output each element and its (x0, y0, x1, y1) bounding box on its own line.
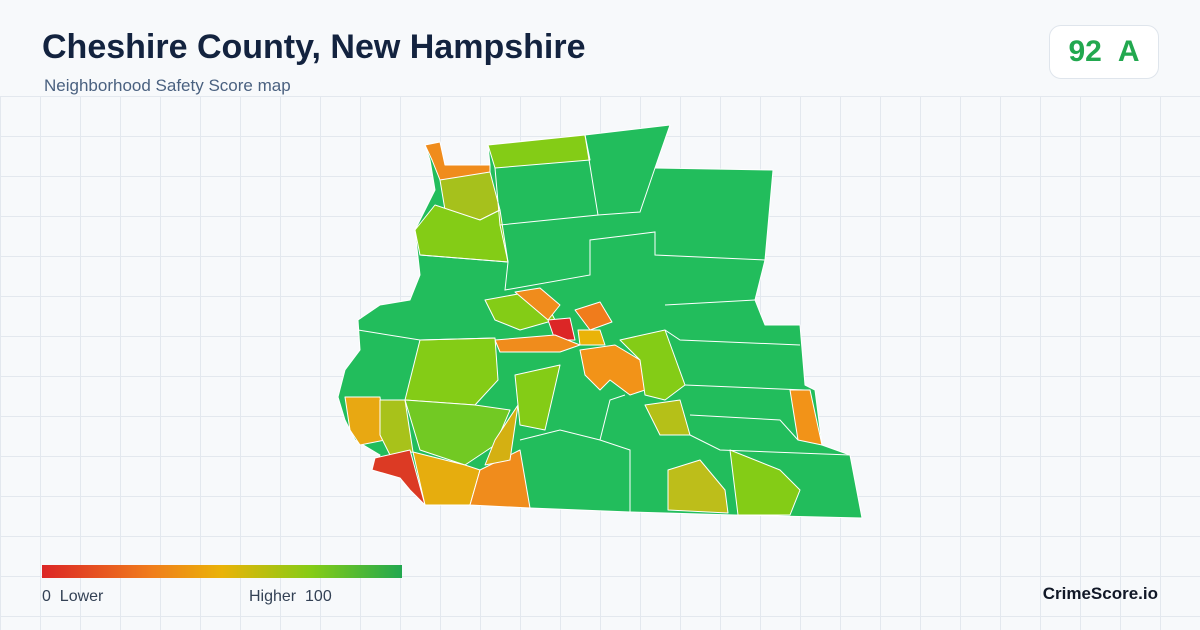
legend-gradient (42, 565, 402, 578)
region (729, 449, 801, 516)
boundary (689, 434, 851, 456)
region (404, 337, 499, 406)
boundary (664, 329, 801, 346)
legend-max-value: 100 (305, 588, 332, 605)
boundary (597, 167, 656, 216)
region (484, 404, 519, 466)
region (667, 459, 729, 514)
region (579, 344, 646, 396)
boundary (689, 414, 799, 441)
subtitle: Neighborhood Safety Score map (44, 76, 291, 95)
region (514, 364, 561, 431)
boundary (499, 224, 766, 291)
region (494, 334, 581, 353)
region (414, 204, 509, 263)
score-badge: 92 A (1049, 25, 1159, 79)
region (547, 317, 576, 341)
region (344, 396, 386, 446)
legend-min-value: 0 (42, 588, 51, 605)
title: Cheshire County, New Hampshire (42, 28, 586, 66)
boundary (684, 384, 806, 391)
boundaries (357, 134, 851, 512)
legend-max-label: Higher (249, 588, 297, 605)
region (577, 329, 606, 346)
boundary (494, 134, 599, 226)
score-value: 92 (1068, 35, 1102, 68)
region (424, 141, 491, 181)
boundary (664, 299, 756, 306)
brand: CrimeScore.io (1042, 584, 1158, 603)
legend-min: 0 Lower (42, 588, 103, 606)
boundary (357, 329, 496, 341)
region (371, 449, 426, 506)
boundary (599, 394, 626, 441)
region (574, 301, 613, 331)
score-grade: A (1117, 35, 1140, 68)
regions (337, 124, 863, 519)
region (487, 134, 591, 169)
legend-max: Higher 100 (249, 588, 332, 606)
legend-min-label: Lower (59, 588, 104, 605)
boundary (419, 254, 509, 263)
region (514, 287, 561, 321)
